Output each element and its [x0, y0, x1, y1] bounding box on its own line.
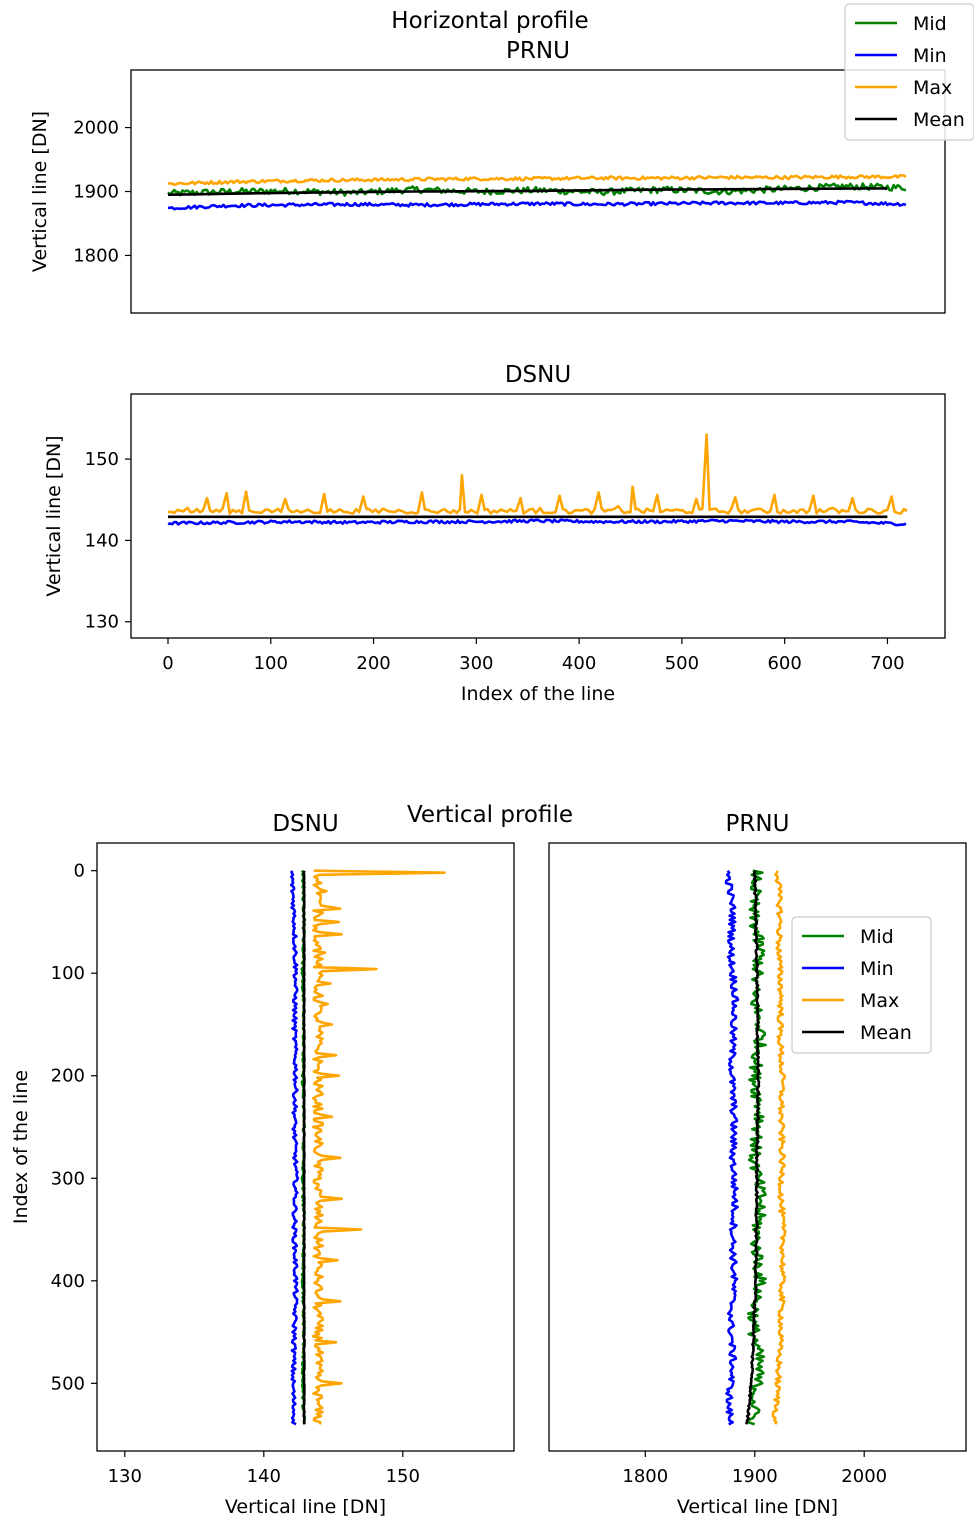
y-axis-label: Index of the line — [10, 1070, 32, 1224]
x-axis-label: Vertical line [DN] — [677, 1496, 838, 1518]
panel-h-dsnu: DSNU 130 140 150 0 100 200 300 400 500 600 700 Index… — [43, 362, 946, 705]
x-axis-label: Index of the line — [461, 683, 615, 705]
plot-area — [167, 174, 907, 211]
x-tick-label: 1800 — [622, 1466, 668, 1487]
series-max-line — [167, 174, 907, 186]
axes-frame — [96, 842, 515, 1452]
y-tick-label: 400 — [51, 1271, 85, 1292]
series-mean-line — [302, 870, 306, 1425]
legend-label-mean: Mean — [860, 1022, 912, 1044]
panel-title: DSNU — [272, 811, 338, 837]
y-tick-label: 300 — [51, 1168, 85, 1189]
y-axis-label: Vertical line [DN] — [43, 435, 65, 596]
series-min-line — [289, 870, 300, 1426]
axes-frame — [130, 393, 946, 639]
y-axis-label: Vertical line [DN] — [29, 111, 51, 272]
legend-label-mid: Mid — [913, 13, 947, 35]
legend-label-mid: Mid — [860, 926, 894, 948]
x-tick-label: 700 — [870, 653, 904, 674]
plot-area — [167, 433, 908, 527]
legend-label-min: Min — [913, 45, 947, 67]
x-tick-label: 200 — [356, 653, 390, 674]
y-tick-label: 1800 — [73, 245, 119, 266]
y-tick-label: 130 — [85, 612, 119, 633]
legend-vertical: Mid Min Max Mean — [791, 916, 932, 1054]
legend-label-min: Min — [860, 958, 894, 980]
series-max-line — [311, 869, 446, 1425]
series-mean-line — [745, 870, 761, 1425]
panel-title: PRNU — [506, 38, 570, 64]
y-tick-label: 140 — [85, 530, 119, 551]
y-tick-label: 200 — [51, 1066, 85, 1087]
legend-label-max: Max — [913, 77, 952, 99]
panel-h-prnu: PRNU 1800 1900 2000 Vertical line [DN] Mid Min… — [29, 3, 974, 314]
panel-title: DSNU — [505, 362, 571, 388]
x-tick-label: 2000 — [841, 1466, 887, 1487]
series-max-line — [771, 870, 787, 1425]
plot-area — [724, 869, 787, 1426]
y-tick-label: 150 — [85, 449, 119, 470]
x-tick-label: 130 — [108, 1466, 142, 1487]
figure-title-vertical: Vertical profile — [407, 802, 573, 828]
legend-label-mean: Mean — [913, 109, 965, 131]
y-tick-label: 0 — [74, 861, 85, 882]
x-tick-label: 300 — [459, 653, 493, 674]
series-min-line — [168, 199, 907, 211]
figure-title-horizontal: Horizontal profile — [391, 8, 588, 34]
series-max-line — [168, 433, 908, 515]
y-tick-label: 1900 — [73, 182, 119, 203]
y-tick-label: 500 — [51, 1373, 85, 1394]
series-min-line — [167, 518, 907, 527]
panel-title: PRNU — [726, 811, 790, 837]
x-tick-label: 1900 — [732, 1466, 778, 1487]
x-axis-label: Vertical line [DN] — [225, 1496, 386, 1518]
x-tick-label: 0 — [162, 653, 173, 674]
legend-label-max: Max — [860, 990, 899, 1012]
legend-horizontal: Mid Min Max Mean — [844, 3, 974, 141]
x-tick-label: 600 — [767, 653, 801, 674]
x-tick-label: 150 — [386, 1466, 420, 1487]
x-tick-label: 140 — [247, 1466, 281, 1487]
x-tick-label: 500 — [665, 653, 699, 674]
plot-area — [289, 869, 446, 1426]
series-min-line — [724, 869, 740, 1426]
x-tick-label: 400 — [562, 653, 596, 674]
axes-frame — [548, 842, 967, 1452]
y-tick-label: 100 — [51, 963, 85, 984]
y-tick-label: 2000 — [73, 118, 119, 139]
series-mean-line — [167, 187, 888, 196]
x-tick-label: 100 — [254, 653, 288, 674]
